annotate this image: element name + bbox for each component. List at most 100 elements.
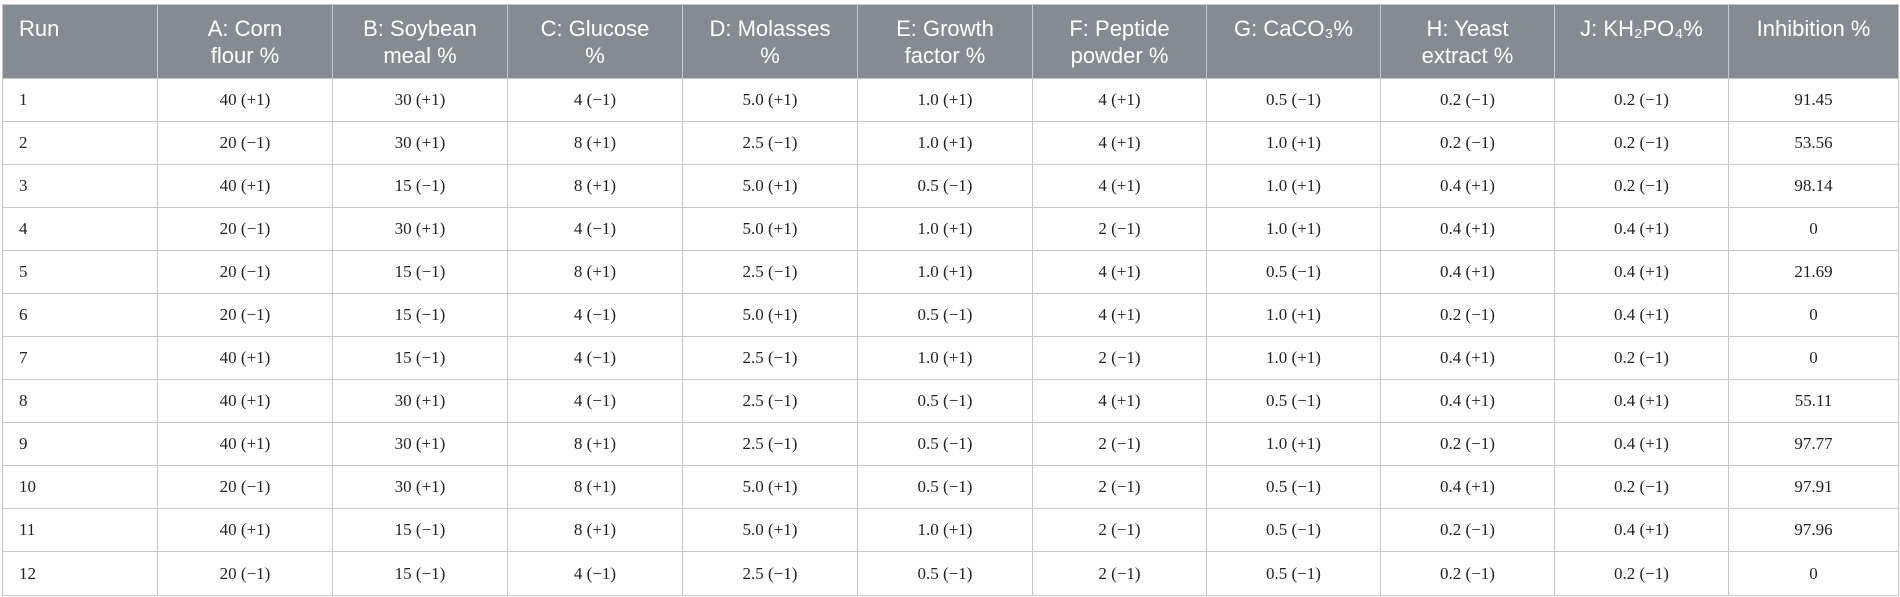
table-cell: 0.2 (−1) [1380,551,1555,596]
table-cell: 0.4 (+1) [1554,293,1729,337]
table-cell: 15 (−1) [332,508,508,552]
column-header-label: factor % [904,43,986,68]
table-cell: 40 (+1) [157,508,333,552]
table-cell: 0.2 (−1) [1380,293,1555,337]
table-cell: 0.4 (+1) [1380,379,1555,423]
table-cell: 0.2 (−1) [1554,121,1729,165]
run-number-cell: 2 [2,121,158,165]
table-cell: 5.0 (+1) [682,164,858,208]
table-cell: 5.0 (+1) [682,465,858,509]
table-cell: 1.0 (+1) [1206,164,1381,208]
table-cell: 55.11 [1728,379,1899,423]
run-number-cell: 11 [2,508,158,552]
table-cell: 0.4 (+1) [1554,422,1729,466]
table-cell: 0.4 (+1) [1554,379,1729,423]
column-header: E: Growth factor % [857,4,1033,79]
run-number-cell: 8 [2,379,158,423]
table-cell: 2 (−1) [1032,508,1207,552]
run-number-cell: 5 [2,250,158,294]
column-header-label: H: Yeast [1426,16,1509,41]
run-number-cell: 10 [2,465,158,509]
table-cell: 4 (+1) [1032,121,1207,165]
table-row: 2 20 (−1) 30 (+1) 8 (+1) 2.5 (−1) 1.0 (+1) 4 (… [2,121,1899,165]
table-cell: 4 (+1) [1032,78,1207,122]
table-cell: 8 (+1) [507,422,683,466]
table-row: 6 20 (−1) 15 (−1) 4 (−1) 5.0 (+1) 0.5 (−1) 4 (… [2,293,1899,337]
table-cell: 30 (+1) [332,78,508,122]
table-cell: 0.4 (+1) [1380,164,1555,208]
table-row: 11 40 (+1) 15 (−1) 8 (+1) 5.0 (+1) 1.0 (+1) 2 … [2,508,1899,552]
run-number-cell: 12 [2,551,158,596]
table-cell: 0.4 (+1) [1554,250,1729,294]
table-cell: 0.2 (−1) [1554,551,1729,596]
table-cell: 97.96 [1728,508,1899,552]
table-cell: 0.4 (+1) [1380,250,1555,294]
table-cell: 2 (−1) [1032,336,1207,380]
table-cell: 0.2 (−1) [1554,78,1729,122]
table-cell: 8 (+1) [507,465,683,509]
table-cell: 2.5 (−1) [682,336,858,380]
table-row: 5 20 (−1) 15 (−1) 8 (+1) 2.5 (−1) 1.0 (+1) 4 (… [2,250,1899,294]
table-cell: 40 (+1) [157,78,333,122]
column-header: J: KH₂PO₄% [1554,4,1729,79]
table-cell: 8 (+1) [507,508,683,552]
table-cell: 0.5 (−1) [857,379,1033,423]
run-number-cell: 1 [2,78,158,122]
table-cell: 1.0 (+1) [857,78,1033,122]
table-cell: 1.0 (+1) [1206,336,1381,380]
table-cell: 4 (−1) [507,207,683,251]
column-header-label: extract % [1421,43,1514,68]
run-number-cell: 7 [2,336,158,380]
run-number-cell: 4 [2,207,158,251]
table-cell: 97.91 [1728,465,1899,509]
table-cell: 1.0 (+1) [1206,422,1381,466]
table-cell: 2.5 (−1) [682,121,858,165]
run-number-cell: 9 [2,422,158,466]
column-header-label: Inhibition % [1756,16,1871,41]
column-header: G: CaCO₃% [1206,4,1381,79]
table-cell: 0.5 (−1) [1206,551,1381,596]
column-header-label: flour % [210,43,280,68]
table-cell: 2 (−1) [1032,551,1207,596]
table-cell: 2.5 (−1) [682,422,858,466]
table-header: Run A: Corn flour % B: Soybean meal % C: Gluc… [2,4,1899,79]
column-header: F: Peptide powder % [1032,4,1207,79]
table-cell: 20 (−1) [157,250,333,294]
table-row: 7 40 (+1) 15 (−1) 4 (−1) 2.5 (−1) 1.0 (+1) 2 (… [2,336,1899,380]
table-cell: 0.4 (+1) [1380,465,1555,509]
table-cell: 0.5 (−1) [857,293,1033,337]
table-cell: 4 (−1) [507,379,683,423]
column-header: Inhibition % [1728,4,1899,79]
table-cell: 1.0 (+1) [1206,293,1381,337]
table-cell: 30 (+1) [332,465,508,509]
column-header: Run [2,4,158,79]
table-cell: 0.2 (−1) [1380,508,1555,552]
run-number-cell: 6 [2,293,158,337]
column-header-label: % [585,43,605,68]
table-cell: 0.4 (+1) [1380,336,1555,380]
table-cell: 8 (+1) [507,250,683,294]
table-cell: 40 (+1) [157,164,333,208]
column-header-label: % [760,43,780,68]
table-cell: 2.5 (−1) [682,551,858,596]
table-row: 10 20 (−1) 30 (+1) 8 (+1) 5.0 (+1) 0.5 (−1) 2 … [2,465,1899,509]
table-cell: 4 (−1) [507,551,683,596]
table-cell: 1.0 (+1) [857,121,1033,165]
table-cell: 2 (−1) [1032,422,1207,466]
table-cell: 1.0 (+1) [857,508,1033,552]
table-cell: 15 (−1) [332,336,508,380]
table-cell: 20 (−1) [157,121,333,165]
table-cell: 2.5 (−1) [682,250,858,294]
table-row: 8 40 (+1) 30 (+1) 4 (−1) 2.5 (−1) 0.5 (−1) 4 (… [2,379,1899,423]
table-cell: 0.5 (−1) [1206,78,1381,122]
table-cell: 0 [1728,207,1899,251]
table-cell: 4 (−1) [507,78,683,122]
table-cell: 1.0 (+1) [1206,207,1381,251]
table-cell: 0 [1728,336,1899,380]
table-cell: 20 (−1) [157,293,333,337]
column-header: H: Yeast extract % [1380,4,1555,79]
table-cell: 0 [1728,293,1899,337]
table-cell: 5.0 (+1) [682,78,858,122]
table-cell: 30 (+1) [332,207,508,251]
table-cell: 0.5 (−1) [857,551,1033,596]
